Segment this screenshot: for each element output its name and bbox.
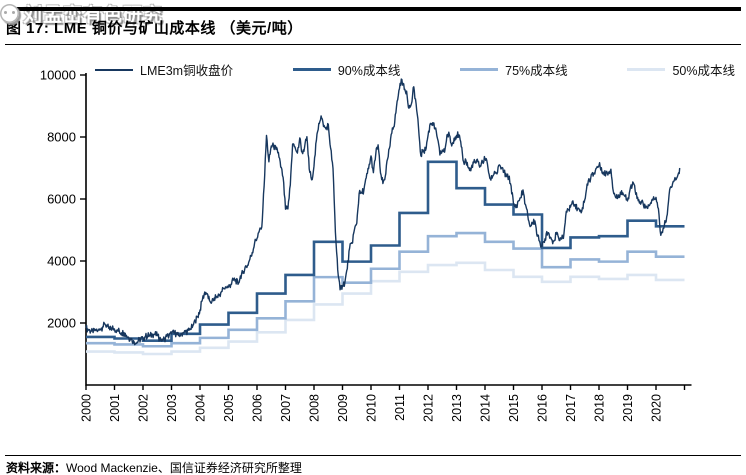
legend-label: 75%成本线: [505, 64, 568, 78]
chart-canvas: 2000 4000 6000 8000 10000 2000 2001 2002 2003 200…: [40, 68, 692, 422]
top-divider-bar: [5, 7, 741, 11]
x-tick-label: 2003: [165, 394, 179, 422]
cost50-line-swatch-icon: [627, 67, 666, 72]
x-tick-label: 2007: [279, 394, 293, 422]
chart-legend: LME3m铜收盘价 90%成本线 75%成本线 50%成本线: [95, 60, 735, 79]
y-tick-label: 6000: [47, 192, 76, 207]
x-tick-label: 2011: [393, 394, 407, 421]
price-line-swatch-icon: [95, 68, 133, 71]
legend-item-cost75: 75%成本线: [460, 60, 568, 79]
x-tick-label: 2014: [479, 394, 493, 422]
y-tick-label: 2000: [47, 316, 76, 331]
x-tick-label: 2020: [650, 394, 664, 422]
source-text: Wood Mackenzie、国信证券经济研究所整理: [66, 461, 302, 475]
x-tick-label: 2016: [536, 394, 550, 422]
x-tick-label: 2005: [222, 394, 236, 422]
x-tick-label: 2001: [108, 394, 122, 422]
x-tick-label: 2010: [365, 394, 379, 422]
legend-label: LME3m铜收盘价: [140, 64, 234, 78]
x-tick-label: 2006: [251, 394, 265, 422]
figure-label: 图 17:: [6, 20, 50, 37]
x-tick-label: 2004: [194, 394, 208, 422]
legend-item-cost90: 90%成本线: [292, 60, 401, 79]
source-label: 资料来源：: [6, 461, 67, 475]
x-tick-label: 2012: [422, 394, 436, 422]
legend-label: 50%成本线: [672, 64, 735, 78]
footer-divider-line: [5, 455, 741, 456]
x-tick-label: 2000: [80, 394, 94, 422]
y-tick-label: 10000: [40, 68, 76, 83]
x-tick-label: 2018: [593, 394, 607, 422]
series-line-50%成本线: [86, 261, 685, 356]
title-divider-line: [5, 44, 741, 45]
x-tick-label: 2009: [336, 394, 350, 422]
y-tick-label: 8000: [47, 130, 76, 145]
series-line-75%成本线: [86, 231, 685, 348]
series-line-90%成本线: [86, 160, 685, 342]
x-tick-label: 2017: [564, 394, 578, 422]
axes: [85, 73, 692, 386]
x-tick-label: 2013: [450, 394, 464, 422]
watermark-logo-icon: [0, 4, 19, 23]
y-tick-label: 4000: [47, 254, 76, 269]
legend-label: 90%成本线: [337, 64, 401, 78]
x-tick-label: 2008: [308, 394, 322, 422]
legend-item-price: LME3m铜收盘价: [95, 60, 233, 79]
cost75-line-swatch-icon: [460, 67, 499, 72]
figure-title: 图 17: LME 铜价与矿山成本线 （美元/吨）: [6, 17, 303, 38]
x-tick-label: 2002: [137, 394, 151, 422]
figure-title-text: LME 铜价与矿山成本线 （美元/吨）: [54, 20, 303, 37]
x-tick-label: 2015: [507, 394, 521, 422]
cost90-line-swatch-icon: [292, 67, 331, 72]
series-line-LME3m铜收盘价: [85, 78, 681, 346]
legend-item-cost50: 50%成本线: [627, 60, 735, 79]
source-note: 资料来源：Wood Mackenzie、国信证券经济研究所整理: [6, 459, 302, 475]
x-tick-label: 2019: [621, 394, 635, 422]
